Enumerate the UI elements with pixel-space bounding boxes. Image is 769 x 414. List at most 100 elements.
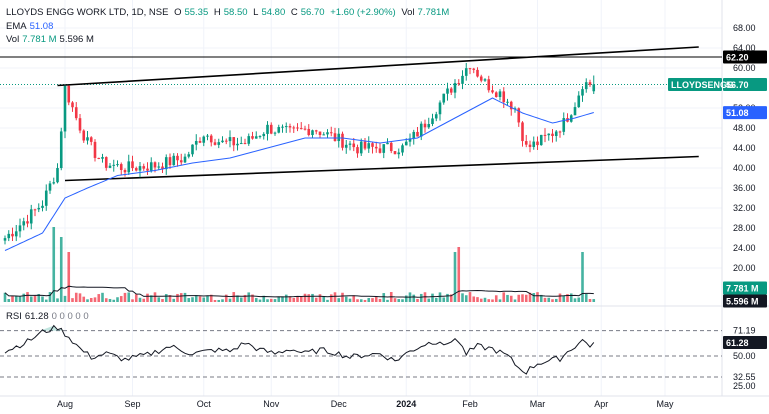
candle-body (442, 93, 446, 103)
candle-body (551, 133, 554, 137)
candle-body (502, 91, 506, 103)
candle-body (78, 118, 82, 131)
candle-body (494, 92, 498, 97)
candle-body (52, 182, 56, 184)
candle-body (472, 68, 476, 70)
candle-body (303, 128, 307, 130)
candlesticks (3, 62, 596, 245)
volume-bar (479, 298, 483, 302)
candle-body (161, 166, 164, 170)
candle-body (284, 126, 288, 128)
volume-bar (509, 295, 513, 302)
volume-bar (356, 299, 359, 302)
candle-body (539, 134, 543, 146)
volume-bar (344, 296, 348, 302)
volume-bar (502, 292, 506, 302)
volume-bar (401, 299, 404, 302)
volume-legend[interactable]: Vol 7.781 M 5.596 M (6, 34, 97, 45)
candle-body (251, 136, 254, 139)
volume-ma-value: 5.596 M (59, 34, 94, 45)
candle-body (416, 131, 419, 137)
candle-body (386, 142, 389, 145)
time-tick-label: Sep (124, 399, 140, 409)
candle-body (318, 131, 322, 136)
candle-body (577, 95, 581, 108)
volume-bar (153, 292, 157, 302)
volume-bar (494, 295, 498, 302)
volume-bar (131, 299, 134, 302)
candle-body (63, 85, 67, 132)
volume-bar (82, 296, 86, 302)
candle-body (266, 124, 269, 134)
volume-bar (112, 299, 116, 302)
candle-body (33, 209, 37, 211)
volume-bar (464, 295, 468, 302)
candle-body (29, 209, 33, 224)
rsi-tag-box (723, 335, 767, 349)
volume-bar (524, 294, 528, 302)
candle-body (299, 128, 303, 130)
candle-body (183, 156, 187, 163)
volume-bar (284, 294, 288, 302)
candle-body (431, 118, 434, 125)
volume-bar (558, 293, 562, 302)
volume-bar (11, 296, 14, 302)
volume-bar (104, 298, 108, 302)
candle-body (547, 133, 551, 136)
volume-bar (329, 294, 333, 302)
ema-legend[interactable]: EMA 51.08 (6, 21, 56, 32)
candle-body (461, 75, 464, 84)
volume-bar (44, 299, 48, 302)
candle-body (292, 127, 296, 129)
candle-body (59, 131, 63, 169)
candle-body (82, 130, 86, 141)
volume-bar (296, 296, 299, 302)
candle-body (56, 168, 59, 183)
candle-body (588, 82, 592, 85)
candle-body (356, 147, 359, 154)
candle-body (554, 131, 558, 137)
candle-body (157, 166, 161, 168)
volume-bar (179, 293, 183, 302)
candle-body (344, 144, 348, 148)
volume-bar (307, 294, 311, 302)
low-label: L (253, 7, 259, 18)
volume-bar (134, 294, 138, 302)
volume-bar (277, 296, 281, 302)
volume-bar (427, 298, 431, 302)
volume-bar (22, 293, 26, 302)
symbol-title[interactable]: LLOYDS ENGG WORK LTD, 1D, NSE (6, 7, 169, 18)
candle-body (363, 141, 367, 149)
volume-bar (258, 299, 262, 302)
volume-bar (569, 293, 573, 302)
last-price-tag-box (723, 78, 767, 91)
rsi-legend[interactable]: RSI 61.28 0 0 0 0 0 (6, 311, 92, 322)
volume-bar (26, 292, 29, 302)
volume-bar (311, 293, 314, 302)
candle-body (48, 183, 52, 191)
volume-bar (172, 298, 176, 302)
volume-bar (584, 293, 588, 302)
volume-bar (416, 298, 419, 302)
candle-body (449, 88, 453, 93)
volume-bar (123, 292, 127, 302)
close-label: C (290, 7, 298, 18)
volume-bar (386, 299, 389, 302)
volume-bar (52, 227, 56, 302)
candle-body (498, 91, 502, 97)
volume-bar (254, 298, 258, 302)
volume-bar (138, 297, 142, 302)
candle-body (258, 136, 262, 138)
candle-body (206, 135, 209, 137)
volume-bar (573, 298, 577, 302)
volume-bar (592, 299, 596, 302)
ema-tag: 51.08 (726, 108, 749, 118)
candle-body (74, 107, 78, 119)
candle-body (382, 144, 386, 153)
time-tick-label: Aug (57, 399, 73, 409)
candle-body (239, 143, 243, 145)
candle-body (446, 88, 449, 94)
volume-bar (269, 298, 273, 302)
volume-bar (468, 292, 472, 302)
